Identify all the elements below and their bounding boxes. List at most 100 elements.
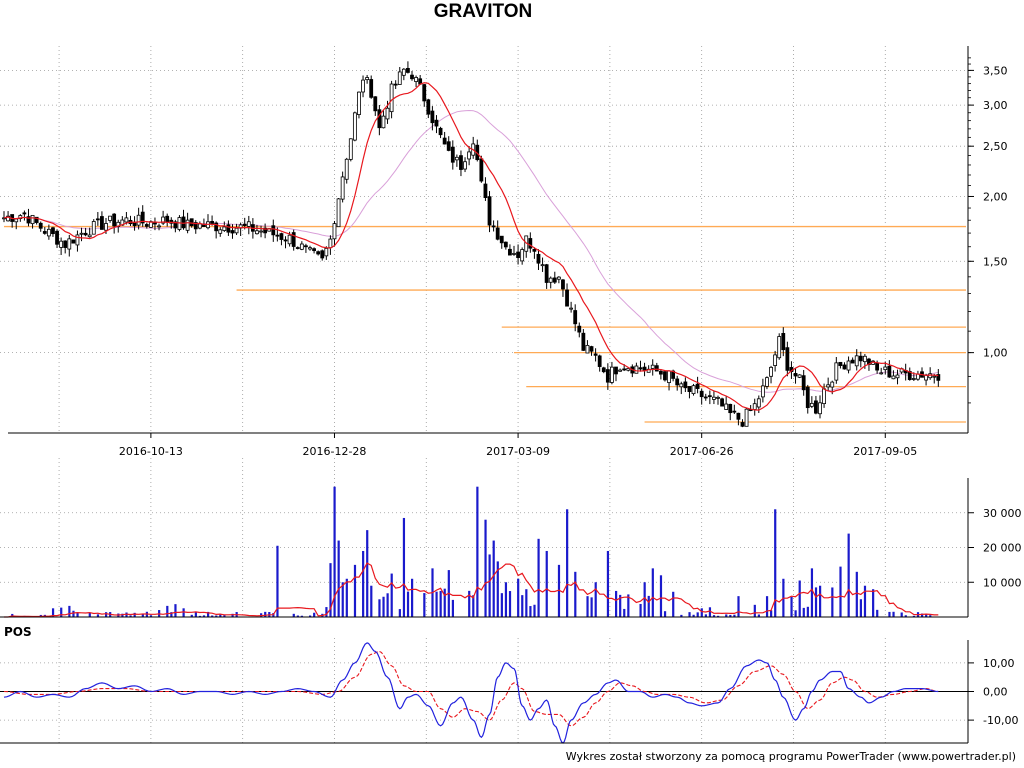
volume-bar bbox=[141, 613, 144, 617]
candle-body bbox=[483, 183, 488, 198]
volume-bar bbox=[296, 615, 299, 617]
candle-body bbox=[556, 276, 561, 280]
volume-y-tick-label: 10 000 bbox=[983, 576, 1022, 589]
volume-ma-line bbox=[4, 562, 939, 618]
candle-body bbox=[34, 216, 39, 223]
candle-body bbox=[414, 77, 418, 82]
volume-bar bbox=[402, 517, 406, 617]
volume-bar bbox=[892, 611, 895, 617]
candle-body bbox=[87, 234, 92, 238]
candle-body bbox=[765, 377, 769, 387]
candle-body bbox=[275, 234, 280, 237]
candle-body bbox=[752, 403, 757, 410]
volume-bar bbox=[170, 612, 173, 617]
volume-bar bbox=[831, 587, 834, 617]
footer-credit: Wykres został stworzony za pomocą progra… bbox=[565, 750, 1016, 763]
volume-bar bbox=[663, 611, 667, 617]
candle-body bbox=[385, 107, 390, 120]
candle-body bbox=[169, 219, 174, 224]
volume-bar bbox=[798, 580, 801, 617]
price-ma-long-line bbox=[3, 109, 939, 393]
volume-bar bbox=[508, 591, 512, 617]
volume-bar bbox=[525, 589, 528, 617]
volume-bar bbox=[382, 596, 385, 617]
volume-bar bbox=[313, 612, 316, 617]
price-y-tick-label: 2,50 bbox=[983, 140, 1008, 153]
volume-bar bbox=[517, 578, 520, 617]
candle-body bbox=[544, 264, 549, 283]
volume-bar bbox=[182, 608, 185, 617]
candle-body bbox=[707, 395, 712, 398]
price-y-tick-label: 3,00 bbox=[983, 99, 1008, 112]
candle-body bbox=[83, 232, 88, 236]
volume-bar bbox=[390, 573, 393, 617]
volume-bar bbox=[202, 615, 206, 617]
candle-body bbox=[663, 371, 667, 381]
candle-body bbox=[459, 155, 463, 170]
volume-bar bbox=[362, 550, 365, 617]
volume-bar bbox=[566, 509, 569, 617]
candle-body bbox=[875, 362, 880, 371]
candle-body bbox=[104, 223, 108, 231]
candle-body bbox=[818, 402, 822, 415]
volume-bar bbox=[774, 509, 777, 617]
candle-body bbox=[822, 388, 826, 405]
candle-body bbox=[801, 375, 806, 391]
volume-bar bbox=[863, 585, 867, 617]
volume-bar bbox=[129, 615, 132, 617]
candle-body bbox=[508, 248, 512, 256]
candle-body bbox=[173, 221, 178, 229]
candle-body bbox=[389, 83, 394, 113]
candle-body bbox=[540, 264, 545, 267]
oscillator-horizontal-gridlines bbox=[0, 662, 966, 721]
candle-body bbox=[512, 253, 516, 255]
volume-bar bbox=[198, 615, 202, 617]
candle-body bbox=[422, 84, 427, 102]
candle-body bbox=[569, 307, 574, 310]
candle-body bbox=[703, 396, 708, 399]
volume-y-tick-label: 20 000 bbox=[983, 542, 1022, 555]
candle-body bbox=[916, 373, 920, 380]
price-vertical-gridlines bbox=[58, 46, 886, 433]
candle-body bbox=[271, 225, 276, 236]
candle-body bbox=[279, 233, 284, 240]
candle-body bbox=[381, 115, 386, 129]
candle-body bbox=[548, 277, 553, 283]
candle-body bbox=[202, 224, 206, 228]
price-y-tick-label: 3,50 bbox=[983, 64, 1008, 77]
candle-body bbox=[144, 224, 149, 227]
candle-body bbox=[6, 215, 10, 222]
candle-body bbox=[503, 241, 508, 248]
candle-body bbox=[797, 374, 802, 378]
candle-body bbox=[658, 370, 663, 375]
candle-body bbox=[850, 359, 855, 364]
volume-bar bbox=[623, 608, 626, 617]
candle-body bbox=[165, 215, 170, 223]
candle-body bbox=[618, 369, 622, 372]
candle-body bbox=[348, 138, 353, 160]
candle-body bbox=[634, 365, 639, 374]
candle-body bbox=[373, 96, 378, 112]
volume-bar bbox=[876, 609, 879, 617]
price-x-tick-label: 2016-12-28 bbox=[303, 445, 367, 458]
volume-bar bbox=[451, 599, 454, 617]
candle-body bbox=[30, 214, 35, 225]
candle-body bbox=[601, 367, 606, 373]
candle-body bbox=[18, 215, 23, 220]
candle-body bbox=[255, 230, 259, 235]
volume-panel: 30 000 20 000 10 000 bbox=[0, 458, 1022, 618]
candle-body bbox=[826, 384, 831, 388]
candle-body bbox=[520, 249, 525, 262]
candle-body bbox=[136, 214, 141, 226]
candle-body bbox=[401, 68, 406, 76]
candle-body bbox=[210, 221, 214, 224]
volume-bar bbox=[366, 530, 369, 617]
volume-bar bbox=[300, 615, 304, 617]
candle-body bbox=[724, 403, 729, 410]
candle-body bbox=[340, 176, 345, 200]
candle-body bbox=[565, 289, 569, 307]
volume-bar bbox=[619, 594, 622, 617]
candle-body bbox=[446, 141, 451, 151]
oscillator-y-tick-label: 10,00 bbox=[983, 657, 1015, 670]
candle-body bbox=[100, 216, 104, 230]
